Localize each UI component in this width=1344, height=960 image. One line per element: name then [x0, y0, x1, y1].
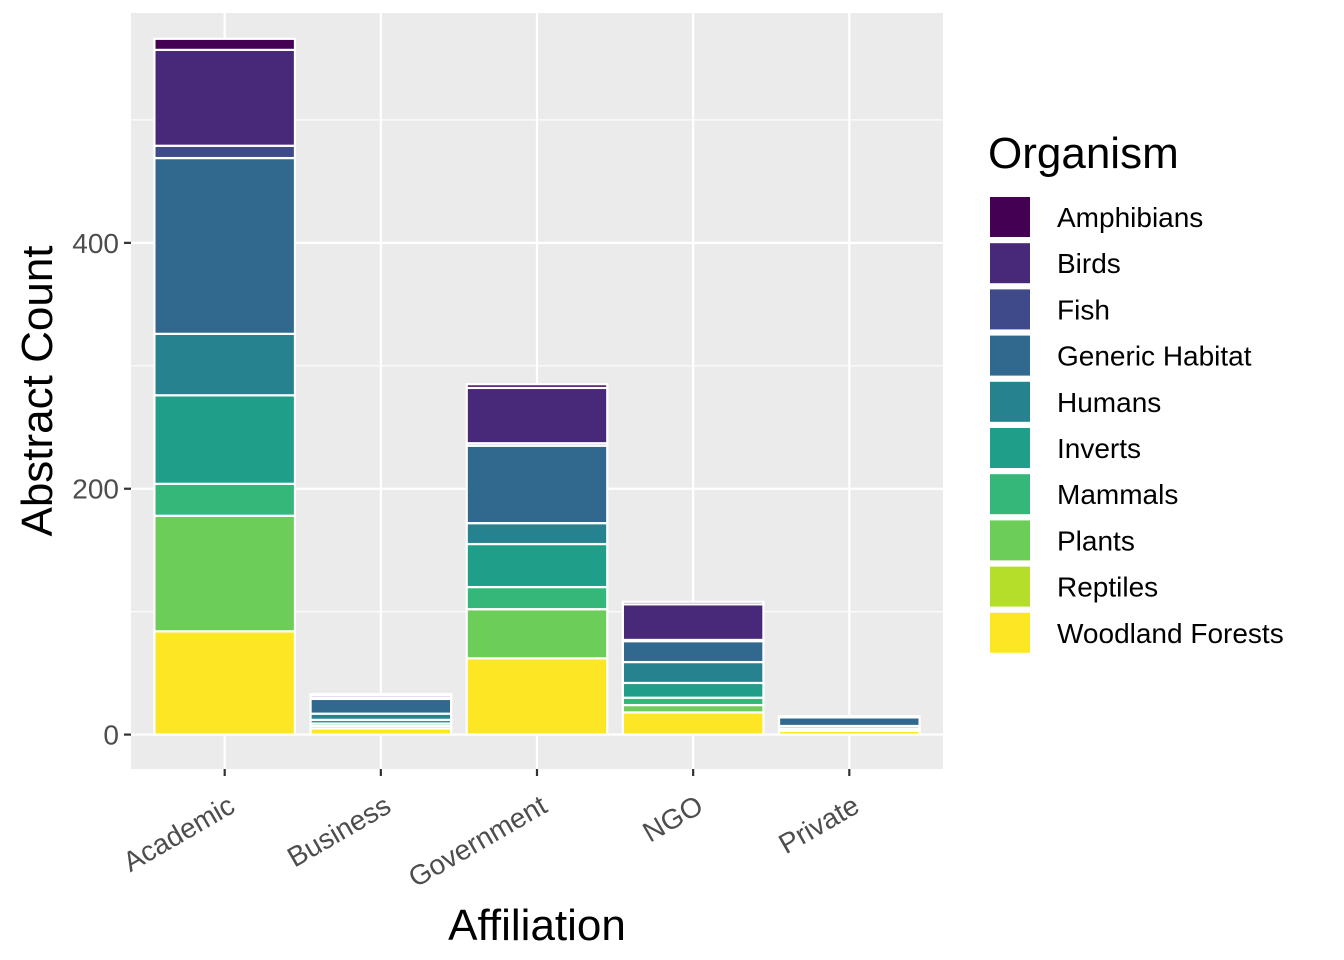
bar-segment	[154, 158, 295, 334]
bar-segment	[154, 334, 295, 395]
bar-segment	[623, 712, 764, 734]
legend-key	[990, 428, 1030, 468]
legend-key	[990, 613, 1030, 653]
legend-key	[990, 336, 1030, 376]
bar-segment	[154, 39, 295, 50]
bar-segment	[467, 609, 608, 658]
legend-label: Woodland Forests	[1057, 618, 1284, 649]
bar-segment	[623, 602, 764, 604]
legend-label: Fish	[1057, 294, 1110, 325]
bar-segment	[467, 388, 608, 443]
bar-segment	[467, 658, 608, 734]
bar-segment	[623, 698, 764, 705]
legend-label: Inverts	[1057, 433, 1141, 464]
x-axis-title: Affiliation	[448, 901, 626, 950]
legend-key	[990, 567, 1030, 607]
legend-label: Generic Habitat	[1057, 341, 1252, 372]
y-tick-label: 400	[72, 228, 119, 259]
legend-key	[990, 474, 1030, 514]
legend-key	[990, 289, 1030, 329]
legend-label: Humans	[1057, 387, 1161, 418]
y-axis-title: Abstract Count	[13, 245, 62, 536]
bar-segment	[623, 662, 764, 683]
y-tick-label: 200	[72, 474, 119, 505]
bar-segment	[154, 484, 295, 516]
bar-segment	[467, 384, 608, 388]
legend-key	[990, 382, 1030, 422]
legend-label: Plants	[1057, 525, 1135, 556]
bar-segment	[623, 641, 764, 662]
bar-segment	[467, 587, 608, 609]
legend-label: Reptiles	[1057, 572, 1158, 603]
bar-segment	[623, 705, 764, 712]
bar-segment	[779, 717, 920, 726]
bar-segment	[154, 50, 295, 146]
bar-segment	[154, 516, 295, 632]
bar-segment	[623, 683, 764, 698]
legend-key	[990, 243, 1030, 283]
legend-label: Birds	[1057, 248, 1121, 279]
bar-segment	[154, 146, 295, 158]
legend-title: Organism	[988, 129, 1179, 178]
bar-segment	[623, 604, 764, 640]
y-tick-label: 0	[103, 720, 119, 751]
bar-segment	[154, 395, 295, 484]
bar-segment	[467, 544, 608, 587]
bar-segment	[779, 716, 920, 717]
bar-segment	[467, 523, 608, 544]
bar-segment	[154, 631, 295, 734]
bar-segment	[311, 699, 452, 714]
legend-label: Amphibians	[1057, 202, 1203, 233]
bar-segment	[467, 446, 608, 523]
legend-key	[990, 520, 1030, 560]
bar-segment	[311, 694, 452, 695]
legend-key	[990, 197, 1030, 237]
legend-label: Mammals	[1057, 479, 1178, 510]
